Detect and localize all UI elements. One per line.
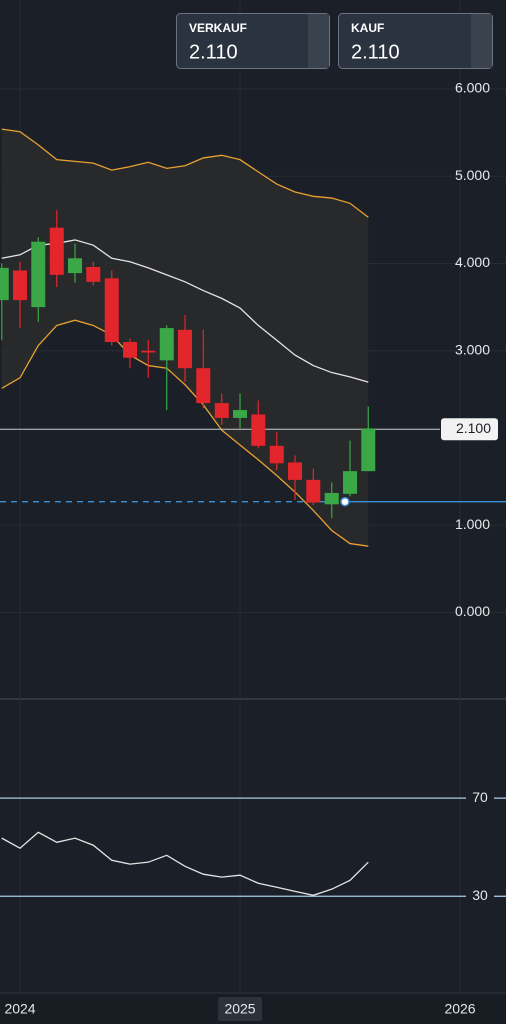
y-tick-label: 0.000: [455, 603, 490, 619]
candle-body: [86, 266, 101, 282]
y-tick-label: 5.000: [455, 167, 490, 183]
bollinger-upper: [1, 128, 369, 218]
candle-body: [214, 403, 229, 418]
candle-body: [196, 368, 211, 404]
candle-body: [343, 471, 358, 494]
price-panel: 0.000 1.000 3.000 4.000 5.000 6.000 2.100: [0, 0, 506, 993]
candle-body: [178, 329, 193, 369]
sell-button[interactable]: VERKAUF 2.110: [176, 13, 330, 69]
button-box[interactable]: [338, 13, 493, 69]
candle-body: [233, 410, 248, 418]
x-axis: 2024 2025 2026: [4, 997, 476, 1021]
rsi-line: [1, 831, 369, 896]
candle-body: [306, 479, 321, 503]
buy-button[interactable]: KAUF 2.110: [338, 13, 493, 69]
candle-body: [324, 492, 339, 505]
candle-body: [141, 350, 156, 353]
button-side: [471, 14, 492, 68]
candle-body: [251, 414, 266, 446]
candle-body: [361, 428, 376, 472]
level-handle: [340, 496, 350, 507]
y-tick-label: 30: [472, 887, 488, 903]
x-tick-highlight: [218, 997, 263, 1021]
rsi-panel: 30 70: [0, 789, 506, 903]
x-tick-label: 2024: [4, 1001, 35, 1017]
button-price: 2.110: [189, 41, 238, 63]
candle-body: [159, 328, 174, 361]
last-price-box: [441, 418, 498, 441]
button-price: 2.110: [351, 41, 400, 63]
candle-body: [269, 445, 284, 464]
button-title: KAUF: [351, 21, 384, 35]
x-tick-label: 2026: [444, 1001, 475, 1017]
bollinger-lower: [1, 319, 369, 547]
candle-body: [0, 267, 9, 301]
candle-body: [68, 258, 83, 274]
candle-body: [104, 278, 119, 343]
candle-body: [13, 270, 28, 301]
y-tick-label: 4.000: [455, 254, 490, 270]
y-tick-label: 3.000: [455, 341, 490, 357]
candle-body: [31, 241, 46, 308]
candle-body: [123, 342, 138, 358]
last-price-label: 2.100: [456, 420, 491, 436]
candle-body: [288, 462, 303, 480]
button-title: VERKAUF: [189, 21, 247, 35]
button-box[interactable]: [176, 13, 330, 69]
x-tick-label: 2025: [224, 1001, 255, 1017]
candle-body: [49, 227, 64, 275]
y-tick-label: 1.000: [455, 516, 490, 532]
y-tick-label: 70: [472, 789, 488, 805]
button-side: [308, 14, 329, 68]
y-tick-label: 6.000: [455, 80, 490, 96]
